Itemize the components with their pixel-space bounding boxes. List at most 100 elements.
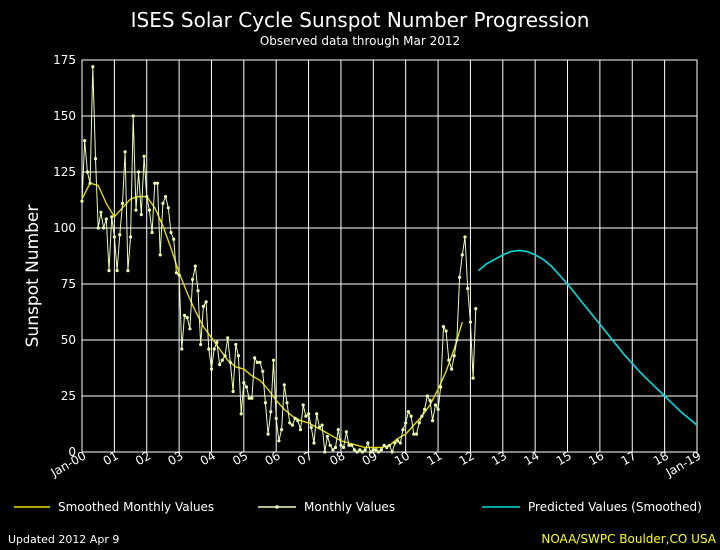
chart-title: ISES Solar Cycle Sunspot Number Progress… [131, 8, 590, 32]
monthly-point [199, 342, 203, 347]
monthly-point [466, 286, 470, 291]
monthly-point [150, 230, 154, 235]
monthly-point [282, 383, 286, 387]
monthly-point [404, 421, 408, 425]
monthly-point [342, 445, 346, 450]
monthly-point [309, 425, 313, 429]
monthly-point [107, 269, 111, 273]
monthly-point [134, 208, 138, 212]
monthly-point [155, 181, 160, 185]
monthly-point [320, 423, 324, 427]
monthly-point [358, 448, 362, 452]
monthly-point [191, 277, 195, 282]
source-text: NOAA/SWPC Boulder,CO USA [541, 532, 716, 546]
x-tick-label: 15 [554, 448, 574, 468]
x-tick-label: Jan-19 [663, 448, 704, 480]
x-tick-label: 08 [327, 448, 347, 468]
monthly-point [347, 443, 351, 447]
monthly-point [147, 208, 151, 212]
monthly-point [129, 235, 133, 239]
y-tick-label: 25 [61, 389, 76, 403]
legend-label: Predicted Values (Smoothed) [528, 500, 702, 514]
monthly-point [204, 300, 208, 304]
monthly-point [304, 414, 308, 418]
monthly-point [239, 412, 243, 416]
monthly-point [88, 181, 92, 185]
monthly-point [336, 428, 340, 432]
monthly-point [431, 419, 435, 423]
monthly-point [360, 450, 365, 454]
y-tick-label: 50 [61, 333, 76, 347]
monthly-point [371, 448, 375, 452]
x-tick-label: 09 [360, 448, 380, 468]
monthly-point [188, 327, 192, 331]
monthly-point [331, 448, 335, 452]
x-tick-label: 13 [489, 448, 509, 468]
monthly-point [390, 450, 394, 454]
monthly-point [277, 439, 281, 443]
monthly-point [234, 342, 238, 347]
monthly-point [285, 401, 289, 405]
monthly-point [253, 356, 257, 360]
x-tick-label: 04 [198, 448, 218, 468]
chart-subtitle: Observed data through Mar 2012 [260, 34, 460, 48]
monthly-point [120, 201, 125, 205]
monthly-point [228, 360, 232, 364]
legend-item-0: Smoothed Monthly Values [14, 500, 214, 514]
x-tick-label: 02 [133, 448, 153, 468]
monthly-point [258, 360, 262, 364]
y-tick-label: 100 [53, 221, 76, 235]
monthly-point [207, 347, 211, 351]
monthly-point [307, 412, 311, 416]
monthly-point [396, 439, 400, 443]
series-line-1 [81, 66, 477, 453]
monthly-point [83, 139, 87, 143]
monthly-point [363, 448, 367, 452]
monthly-point [244, 385, 249, 389]
monthly-point [196, 289, 200, 293]
monthly-point [250, 396, 254, 400]
x-tick-label: 01 [101, 448, 121, 468]
monthly-point [385, 445, 389, 450]
monthly-point [379, 448, 383, 452]
monthly-point [382, 443, 386, 447]
monthly-point [166, 206, 170, 210]
monthly-point [471, 376, 475, 380]
monthly-point [255, 360, 259, 364]
monthly-point [280, 428, 284, 432]
monthly-point [85, 170, 89, 174]
monthly-point [231, 389, 235, 394]
monthly-point [323, 450, 327, 454]
monthly-point [293, 416, 297, 420]
monthly-point [328, 443, 332, 447]
monthly-point [223, 354, 227, 358]
monthly-point [263, 401, 267, 405]
monthly-point [180, 347, 184, 351]
monthly-point [177, 273, 181, 277]
monthly-point [317, 425, 321, 429]
grid [81, 59, 698, 453]
monthly-point [137, 170, 141, 174]
monthly-point [423, 407, 427, 411]
monthly-point [296, 419, 300, 423]
monthly-point [182, 313, 187, 317]
monthly-point [261, 369, 265, 373]
monthly-point [312, 441, 316, 445]
monthly-point [455, 338, 459, 342]
monthly-point [115, 269, 119, 273]
x-tick-label: 10 [392, 448, 412, 468]
monthly-point [271, 358, 276, 362]
monthly-point [417, 421, 421, 425]
monthly-point [366, 441, 370, 445]
monthly-point [91, 65, 95, 69]
monthly-point [93, 157, 98, 161]
monthly-point [428, 398, 432, 403]
monthly-point [161, 201, 165, 205]
monthly-point [123, 150, 127, 154]
monthly-point [142, 154, 146, 158]
monthly-point [474, 307, 478, 311]
legend: Smoothed Monthly Values Monthly Values Pre… [14, 500, 702, 514]
monthly-point [212, 347, 216, 351]
